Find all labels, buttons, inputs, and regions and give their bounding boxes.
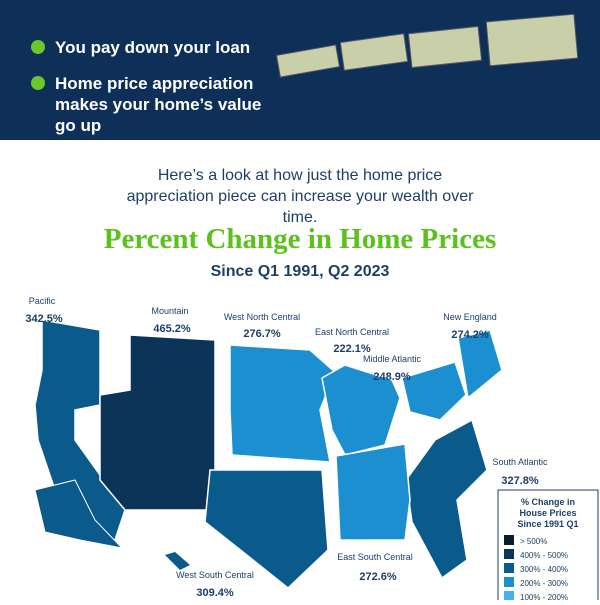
hawaii-shape [165,552,190,570]
legend-swatch [504,563,514,573]
region-shape [229,344,336,463]
region-value: 465.2% [153,323,191,335]
legend-label: 100% - 200% [520,593,568,600]
bullet-dot [31,76,45,90]
legend: % Change in House Prices Since 1991 Q1 > 50… [504,497,579,602]
bullet-text: You pay down your loan [55,38,250,57]
region-value: 309.4% [196,587,234,599]
labels: Pacific 342.5% Mountain 465.2% West North Ce… [25,296,548,599]
legend-label: 200% - 300% [520,579,568,588]
region-shape [321,364,401,456]
region-shape [401,361,467,421]
legend-swatch [504,577,514,587]
legend-label: > 500% [520,537,547,546]
region-value: 342.5% [25,313,63,325]
region-name: Pacific [29,296,56,306]
region-name: East North Central [315,327,389,337]
region-name: Middle Atlantic [363,354,422,364]
legend-swatch [504,535,514,545]
region-shape [405,418,488,580]
region-name: West South Central [176,570,254,580]
region-name: East South Central [337,552,413,562]
bullet-text: Home price appreciation makes your home’s… [55,74,261,135]
region-shape [457,329,503,400]
subtitle: Since Q1 1991, Q2 2023 [211,263,390,280]
region-value: 276.7% [243,328,281,340]
legend-swatch [504,591,514,601]
region-name: South Atlantic [492,457,548,467]
title: Percent Change in Home Prices [104,223,496,255]
legend-label: 300% - 400% [520,565,568,574]
region-shape [335,443,411,541]
region-value: 327.8% [501,475,539,487]
intro-text: Here’s a look at how just the home price… [127,167,475,226]
legend-title: % Change in House Prices Since 1991 Q1 [517,497,578,529]
legend-label: 400% - 500% [520,551,568,560]
legend-swatch [504,549,514,559]
region-name: Mountain [151,306,188,316]
legend-box [497,489,599,603]
bullet-dot [31,40,45,54]
region-value: 222.1% [333,343,371,355]
region-shape [204,469,329,589]
alaska-shape [34,479,124,549]
region-value: 272.6% [359,571,397,583]
region-shape [99,334,216,511]
map [34,319,503,589]
region-name: New England [443,312,497,322]
region-name: West North Central [224,312,300,322]
region-value: 248.9% [373,371,411,383]
money-stacks [275,13,579,78]
region-value: 274.2% [451,329,489,341]
